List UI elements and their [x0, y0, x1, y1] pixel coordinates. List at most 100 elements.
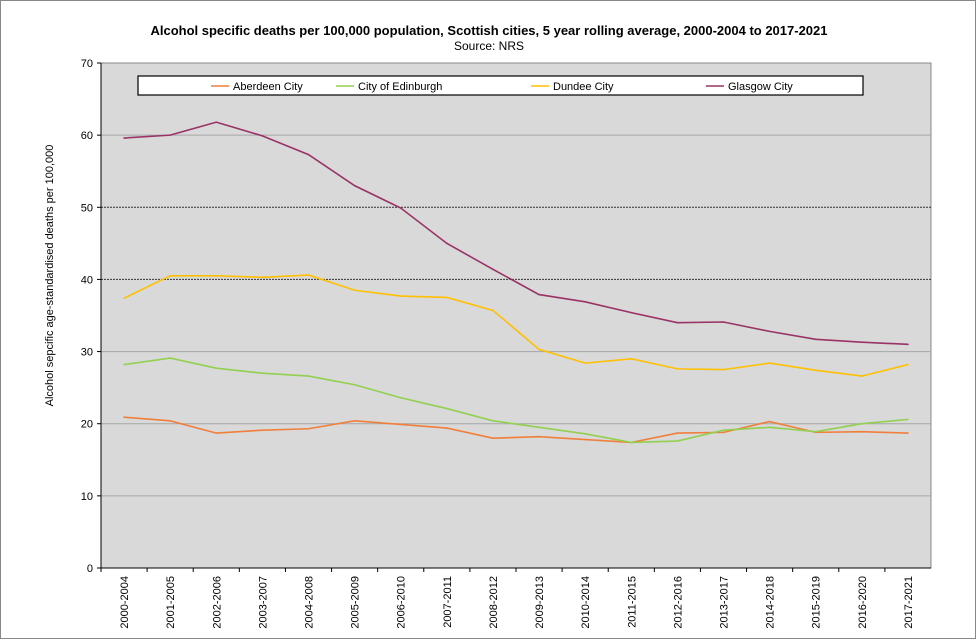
series-line-city-of-edinburgh — [123, 357, 909, 444]
data-point — [261, 135, 264, 137]
data-point — [446, 407, 448, 410]
y-tick-label: 10 — [81, 491, 93, 503]
data-point — [907, 432, 909, 434]
legend-label: City of Edinburgh — [358, 81, 442, 93]
chart-subtitle: Source: NRS — [453, 39, 525, 53]
data-point — [630, 441, 633, 444]
data-point — [261, 429, 264, 432]
data-point — [676, 440, 679, 442]
x-tick-label: 2001-2005 — [165, 576, 177, 629]
y-tick-label: 50 — [81, 202, 93, 214]
data-point — [399, 207, 402, 209]
data-point — [584, 362, 586, 364]
y-tick-label: 60 — [81, 130, 93, 142]
data-point — [538, 426, 540, 429]
data-point — [353, 383, 356, 386]
data-point — [169, 275, 171, 277]
x-tick-label: 2006-2010 — [396, 576, 408, 629]
data-point — [307, 427, 310, 430]
data-point — [630, 357, 633, 360]
chart-title: Alcohol specific deaths per 100,000 popu… — [150, 23, 828, 38]
data-point — [814, 338, 817, 341]
data-point — [907, 343, 909, 346]
data-point — [169, 357, 171, 359]
data-point — [123, 137, 125, 139]
data-point — [492, 309, 494, 312]
data-point — [907, 363, 909, 366]
data-point — [446, 427, 448, 429]
data-point — [814, 369, 817, 372]
data-point — [169, 420, 171, 422]
data-point — [123, 297, 125, 299]
data-point — [169, 134, 171, 136]
data-point — [676, 368, 679, 370]
data-point — [215, 432, 218, 434]
data-point — [353, 184, 356, 187]
legend-label: Dundee City — [553, 81, 614, 93]
legend-label: Glasgow City — [728, 81, 793, 93]
plot-area — [100, 62, 932, 569]
data-point — [584, 300, 586, 303]
y-tick-label: 0 — [87, 563, 93, 575]
data-point — [676, 432, 679, 434]
x-tick-label: 2000-2004 — [119, 576, 131, 629]
data-point — [307, 153, 310, 156]
data-point — [861, 422, 863, 425]
data-point — [307, 375, 310, 377]
data-point — [722, 368, 725, 371]
y-axis-label: Alcohol sepcific age-standardised deaths… — [44, 145, 56, 407]
data-point — [814, 430, 817, 433]
x-tick-label: 2002-2006 — [211, 576, 223, 629]
data-point — [399, 396, 402, 399]
legend-label: Aberdeen City — [233, 81, 303, 93]
data-point — [722, 321, 725, 323]
data-point — [215, 275, 218, 277]
data-point — [768, 330, 771, 333]
data-point — [538, 435, 540, 438]
data-point — [768, 426, 771, 429]
x-tick-label: 2016-2020 — [857, 576, 869, 629]
data-point — [399, 295, 402, 297]
data-point — [538, 348, 540, 351]
y-tick-label: 70 — [81, 58, 93, 70]
y-tick-label: 20 — [81, 419, 93, 431]
data-point — [861, 430, 863, 433]
x-tick-label: 2003-2007 — [257, 576, 269, 629]
x-tick-label: 2005-2009 — [350, 576, 362, 629]
data-point — [861, 341, 863, 343]
data-point — [722, 431, 725, 434]
series-line-aberdeen-city — [123, 416, 908, 444]
data-point — [353, 420, 356, 422]
data-point — [768, 362, 771, 364]
data-point — [907, 418, 909, 421]
series-line-dundee-city — [123, 274, 909, 377]
y-tick-label: 30 — [81, 347, 93, 359]
legend: Aberdeen City City of Edinburgh Dundee Cit… — [137, 75, 864, 96]
series-line-glasgow-city — [124, 121, 908, 346]
data-point — [446, 242, 448, 245]
data-point — [307, 274, 310, 276]
x-tick-label: 2010-2014 — [580, 576, 592, 629]
x-tick-label: 2008-2012 — [488, 576, 500, 629]
data-point — [123, 363, 125, 366]
data-point — [492, 268, 494, 271]
x-tick-label: 2015-2019 — [811, 576, 823, 629]
data-point — [768, 420, 771, 423]
y-tick-label: 40 — [81, 274, 93, 286]
x-tick-label: 2014-2018 — [765, 576, 777, 629]
data-point — [630, 311, 633, 314]
x-tick-label: 2004-2008 — [304, 576, 316, 629]
data-point — [215, 367, 218, 369]
data-point — [261, 372, 264, 375]
data-point — [584, 438, 586, 441]
data-point — [446, 296, 448, 299]
legend-box — [137, 75, 864, 96]
data-point — [722, 429, 725, 432]
data-point — [676, 321, 679, 324]
x-tick-label: 2013-2017 — [719, 576, 731, 629]
data-point — [492, 437, 494, 439]
x-tick-label: 2011-2015 — [626, 576, 638, 628]
data-point — [492, 420, 494, 422]
data-point — [353, 289, 356, 292]
